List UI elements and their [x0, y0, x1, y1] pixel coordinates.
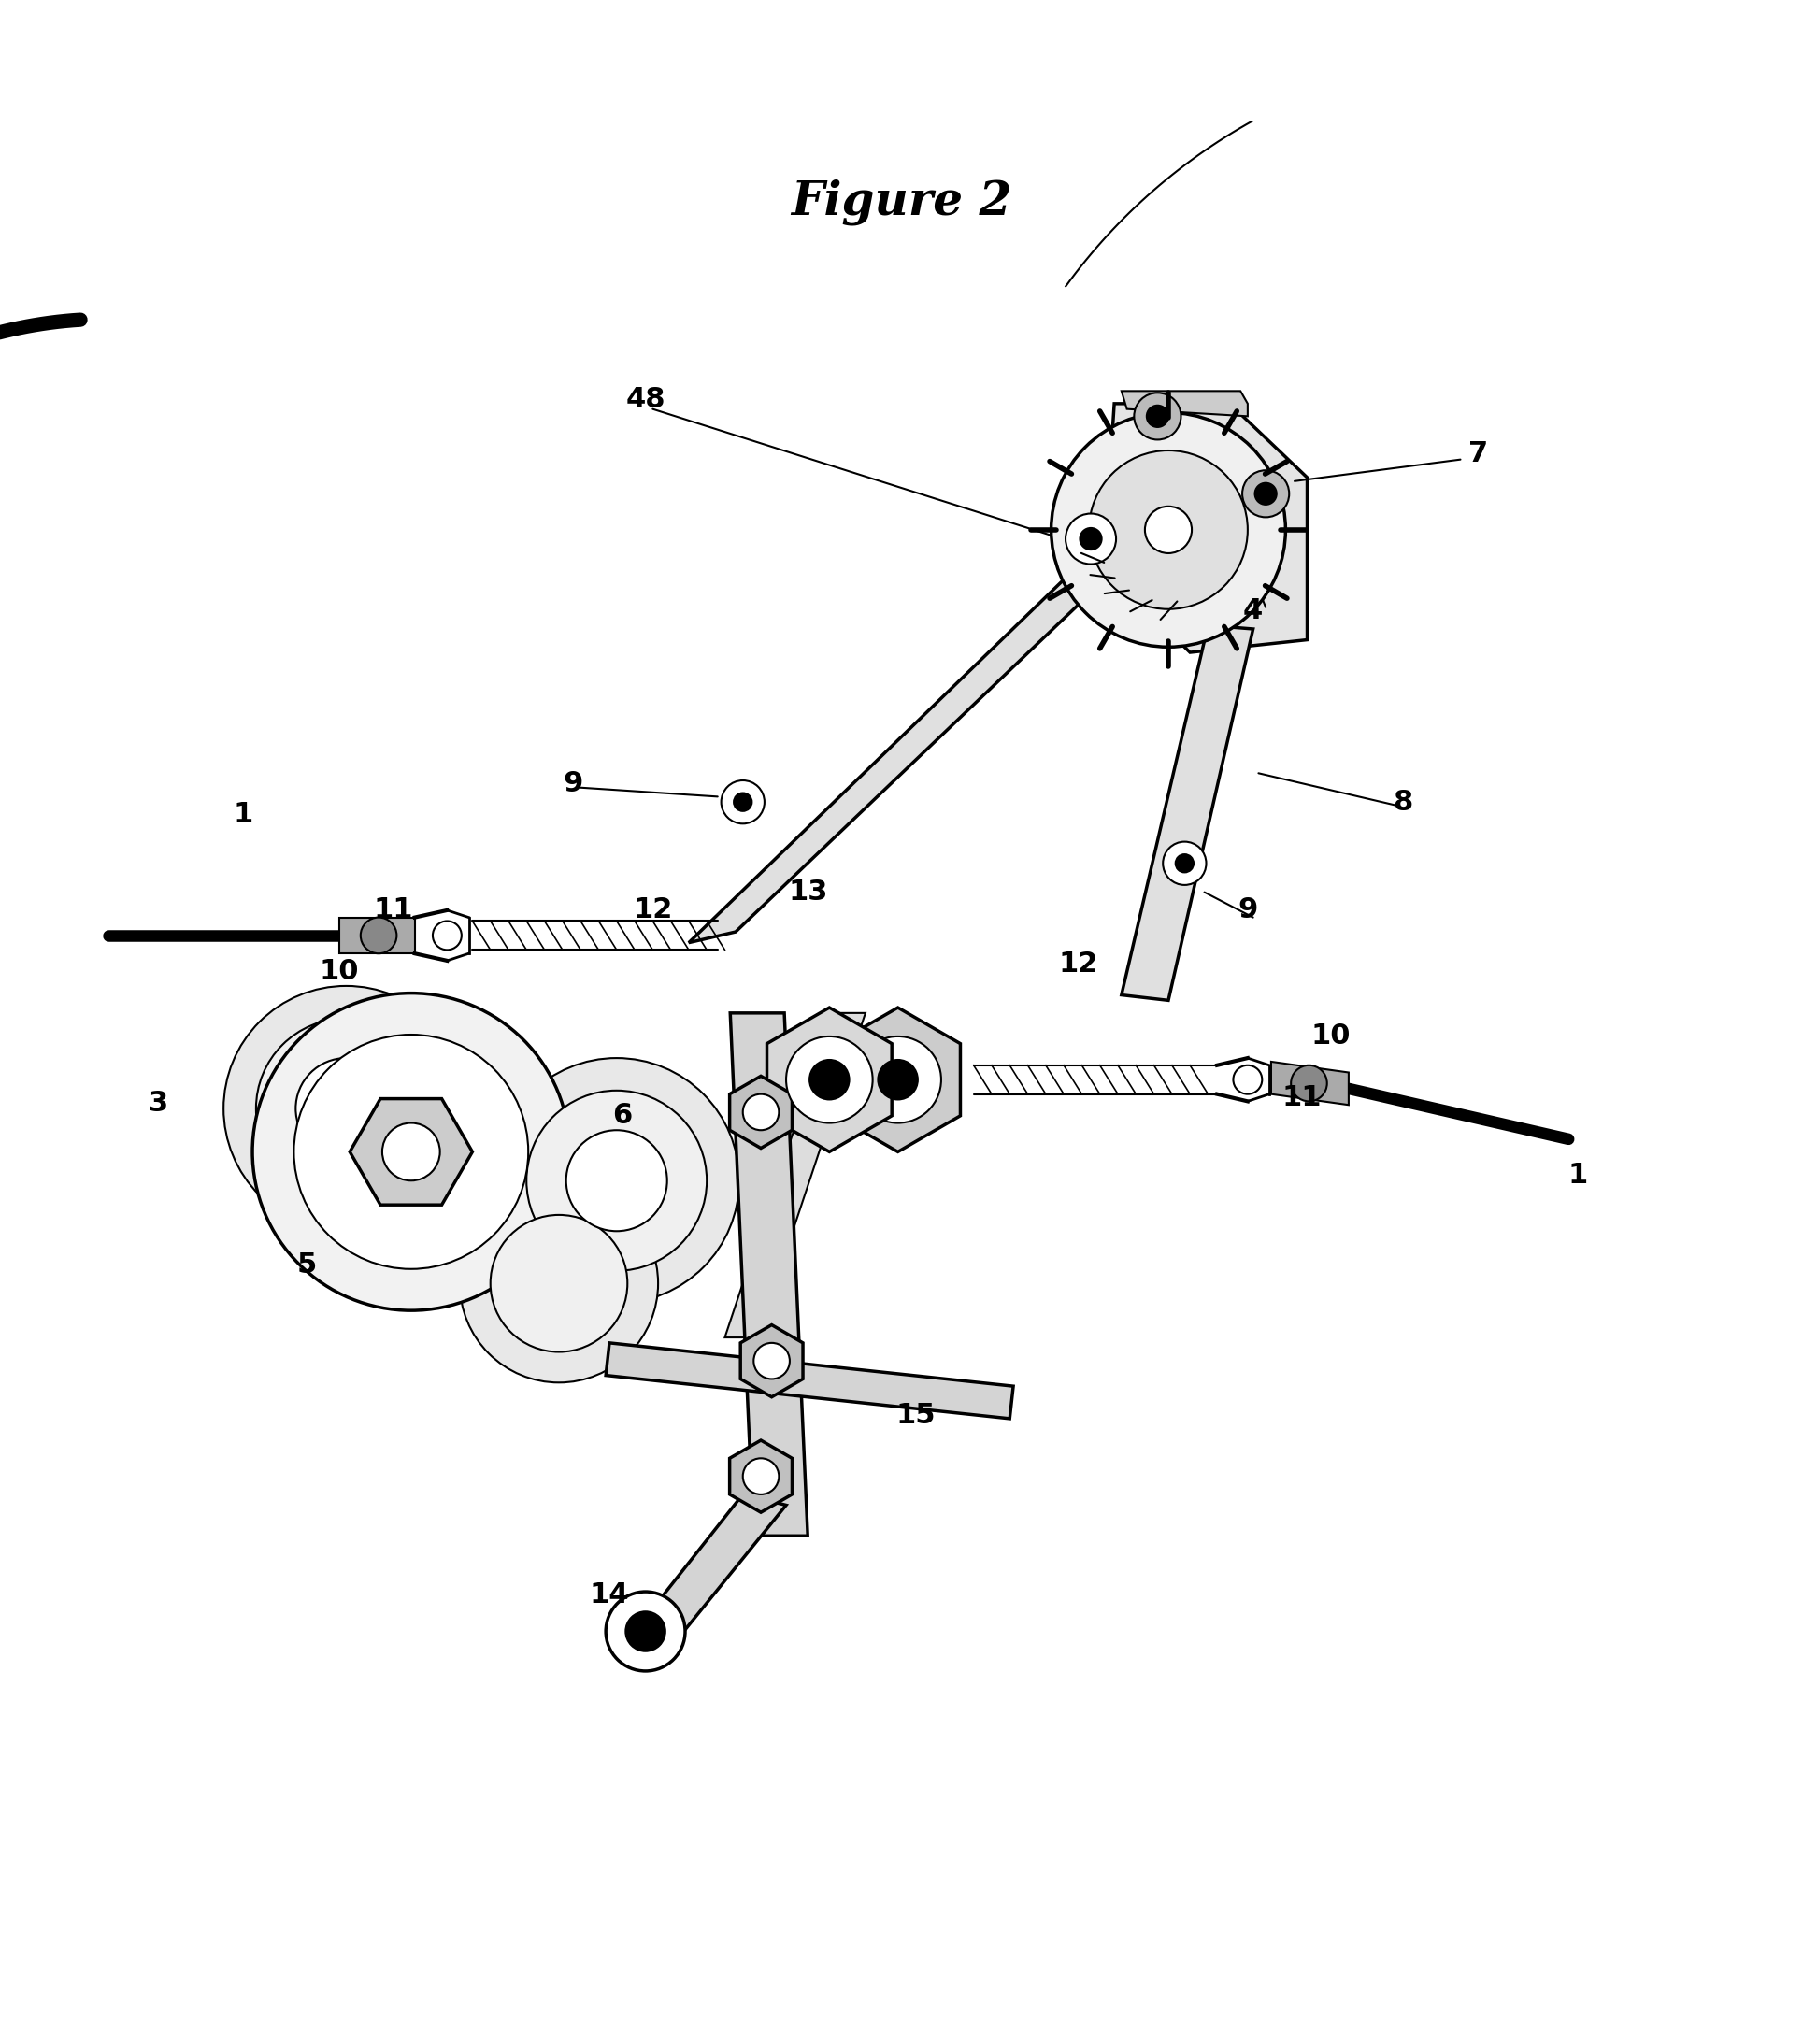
- Circle shape: [566, 1130, 667, 1230]
- Circle shape: [433, 922, 462, 950]
- Circle shape: [294, 1034, 528, 1269]
- Circle shape: [1134, 392, 1181, 439]
- Text: 3: 3: [150, 1089, 168, 1116]
- Circle shape: [878, 1061, 918, 1100]
- Circle shape: [494, 1059, 739, 1304]
- Polygon shape: [730, 1075, 792, 1149]
- Circle shape: [721, 781, 764, 824]
- Circle shape: [626, 1611, 665, 1652]
- Circle shape: [1255, 482, 1277, 505]
- Circle shape: [1145, 507, 1192, 554]
- Polygon shape: [1121, 625, 1253, 1000]
- Polygon shape: [635, 1494, 786, 1639]
- Circle shape: [526, 1091, 707, 1271]
- Polygon shape: [730, 1441, 792, 1513]
- Text: 11: 11: [373, 897, 413, 924]
- Circle shape: [224, 985, 469, 1230]
- Text: 5: 5: [296, 1251, 317, 1280]
- Text: 8: 8: [1392, 789, 1414, 816]
- Circle shape: [361, 918, 397, 953]
- Circle shape: [734, 793, 752, 811]
- Polygon shape: [741, 1325, 802, 1396]
- Polygon shape: [835, 1008, 961, 1153]
- Polygon shape: [1271, 1061, 1349, 1106]
- Text: 10: 10: [1311, 1022, 1350, 1051]
- Circle shape: [754, 1343, 790, 1380]
- Circle shape: [855, 1036, 941, 1122]
- Circle shape: [1163, 842, 1206, 885]
- Polygon shape: [1103, 403, 1307, 652]
- Circle shape: [743, 1457, 779, 1494]
- Text: 13: 13: [788, 879, 828, 905]
- Circle shape: [606, 1592, 685, 1672]
- Text: 11: 11: [1282, 1083, 1322, 1112]
- Text: 7: 7: [1469, 442, 1487, 468]
- Circle shape: [1051, 413, 1286, 648]
- Circle shape: [1080, 527, 1102, 550]
- Polygon shape: [689, 554, 1132, 942]
- Circle shape: [296, 1059, 397, 1159]
- Circle shape: [1066, 513, 1116, 564]
- Circle shape: [743, 1094, 779, 1130]
- Polygon shape: [606, 1343, 1013, 1419]
- Circle shape: [1089, 450, 1248, 609]
- Text: 10: 10: [319, 959, 359, 985]
- Circle shape: [786, 1036, 873, 1122]
- Circle shape: [1147, 405, 1168, 427]
- Text: 12: 12: [633, 897, 673, 924]
- Polygon shape: [350, 1100, 472, 1204]
- Text: 4: 4: [1242, 597, 1264, 625]
- Text: Figure 2: Figure 2: [792, 178, 1011, 225]
- Text: 14: 14: [590, 1582, 629, 1609]
- Text: 9: 9: [1237, 897, 1258, 924]
- Text: 15: 15: [896, 1402, 936, 1429]
- Circle shape: [490, 1214, 627, 1351]
- Circle shape: [460, 1183, 658, 1382]
- Polygon shape: [1121, 390, 1248, 417]
- Polygon shape: [725, 1014, 865, 1337]
- Circle shape: [1176, 854, 1194, 873]
- Circle shape: [1233, 1065, 1262, 1094]
- Circle shape: [1242, 470, 1289, 517]
- Text: 1: 1: [233, 801, 254, 828]
- Text: 12: 12: [1058, 950, 1098, 977]
- Circle shape: [252, 993, 570, 1310]
- Text: 6: 6: [611, 1102, 633, 1128]
- Circle shape: [382, 1122, 440, 1181]
- Circle shape: [810, 1061, 849, 1100]
- Text: 1: 1: [1567, 1161, 1588, 1190]
- Text: 48: 48: [626, 386, 665, 413]
- Text: 9: 9: [563, 771, 584, 797]
- Polygon shape: [339, 918, 415, 953]
- Circle shape: [256, 1018, 436, 1198]
- Polygon shape: [730, 1014, 808, 1535]
- Circle shape: [1291, 1065, 1327, 1102]
- Polygon shape: [766, 1008, 892, 1153]
